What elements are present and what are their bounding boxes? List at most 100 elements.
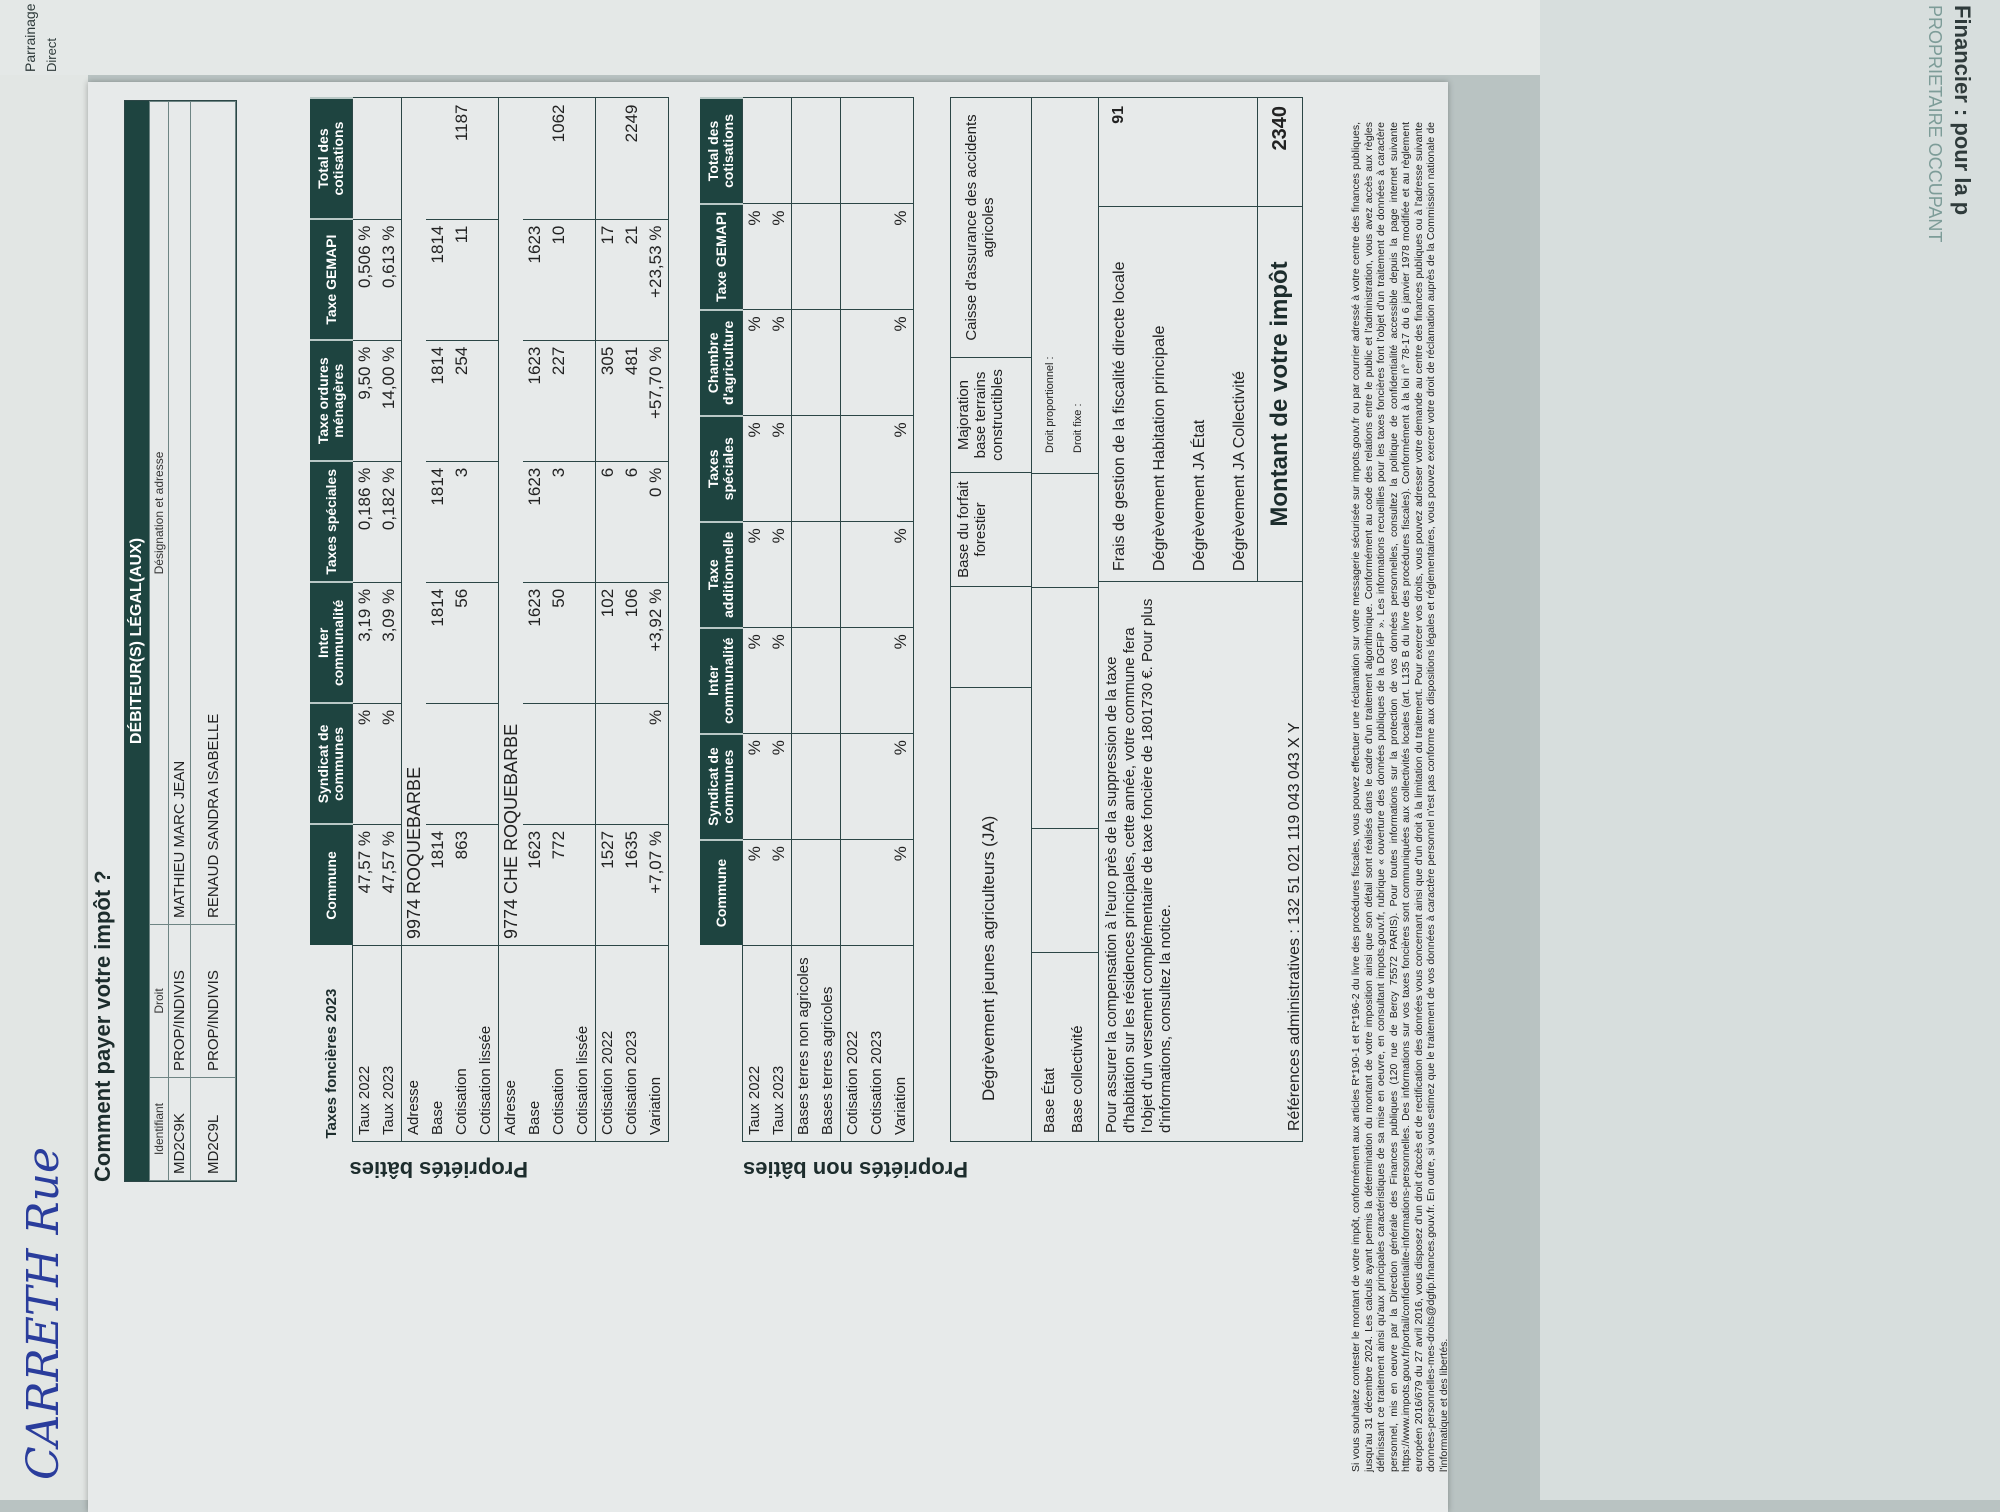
table-cell: % [767,839,792,946]
droit-proportionnel-label: Droit proportionnel : [1044,356,1056,453]
base-labels-cell: Base État Base collectivité [1031,952,1099,1142]
address-value: 9774 CHE ROQUEBARBE [498,98,523,946]
row-label: Taux 2022 [742,945,767,1142]
table-cell [840,415,865,522]
address-value: 9974 ROQUEBARBE [401,98,426,946]
table-cell: +23,53 % [644,219,669,341]
table-cell: % [889,415,914,522]
table-cell [865,733,889,840]
table-cell [791,309,816,416]
table-cell: 1814 [426,219,450,341]
table-cell [816,521,841,628]
table-cell [816,415,841,522]
row-label: Bases terres agricoles [816,945,841,1142]
table-cell [571,219,596,341]
column-header: Chambre d'agriculture [700,309,743,416]
page-title: Comment payer votre impôt ? [90,870,115,1182]
caption: Taxes foncières 2023 [322,988,340,1139]
table-header-row: Commune Syndicat de communes Inter communa… [700,98,743,1142]
column-header: Commune [310,824,353,946]
table-cell [377,98,402,220]
table-cell: 50 [547,582,571,704]
table-cell [865,309,889,416]
table-cell: % [889,627,914,734]
proprietes-baties-label: Propriétés bâties [349,1157,528,1182]
table-cell: % [742,415,767,522]
majoration-cell: Majoration base terrains constructibles [950,357,1032,473]
table-cell [816,733,841,840]
column-header: Taxe GEMAPI [310,219,353,341]
table-row: Variation +7,07 %% +3,92 % 0 % +57,70 % +23,5… [644,98,669,1142]
table-cell: % [767,627,792,734]
table-row: Cotisation lissée [571,98,596,1142]
table-cell: 1623 [523,582,547,704]
table-cell [865,203,889,310]
table-row: Taux 2022%%%%%%% [742,98,767,1142]
row-label: Cotisation 2022 [595,945,620,1142]
table-cell: % [889,839,914,946]
summary-label: Dégrèvement JA Collectivité [1230,370,1248,571]
tax-notice-page: Comment payer votre impôt ? DÉBITEUR(S) … [88,82,1450,1512]
table-cell: % [644,703,669,825]
table-row: Cotisation 863 56 3 254 11 1187 [450,98,474,1142]
column-header: Inter communalité [700,627,743,734]
designation: MATHIEU MARC JEAN [168,101,191,925]
col-designation: Désignation et adresse [149,101,169,925]
table-row: Cotisation 772 50 3 227 10 1062 [547,98,571,1142]
table-cell [791,203,816,310]
table-cell [840,839,865,946]
table-cell [889,98,914,204]
table-cell: 2249 [620,98,644,220]
table-row: Taux 2022 47,57 %% 3,19 % 0,186 % 9,50 % 0,50… [352,98,377,1142]
forfait-label: Base du forfait forestier [955,481,989,578]
table-cell [840,627,865,734]
table-cell [840,521,865,628]
table-cell [791,521,816,628]
table-row: Cotisation lissée [474,98,499,1142]
parrainage-checkbox-label: Parrainage [22,3,38,73]
table-cell [474,703,499,825]
summary-label: Dégrèvement JA État [1190,419,1208,571]
table-cell [523,98,547,220]
row-label: Adresse [401,945,426,1142]
table-cell: 17 [595,219,620,341]
base-value-cell [1031,828,1099,953]
table-cell: 1623 [523,824,547,946]
table-cell: 0,182 % [377,461,402,583]
column-header: Taxes spéciales [700,415,743,522]
table-cell [816,627,841,734]
table-cell: 1814 [426,824,450,946]
caption [700,946,743,1142]
table-cell [474,461,499,583]
droit-fixe-label: Droit fixe : [1072,403,1084,453]
table-cell: % [767,521,792,628]
identifiant: MD2C9L [190,1077,236,1181]
table-cell: +57,70 % [644,340,669,462]
summary-box: Frais de gestion de la fiscalité directe… [1098,97,1303,582]
table-cell [571,461,596,583]
debiteurs-table: DÉBITEUR(S) LÉGAL(AUX) Identifiant Droit… [124,100,237,1182]
table-row: Cotisation 2022 1527 102 6 305 17 [595,98,620,1142]
legal-footer-text: Si vous souhaitez contester le montant d… [1350,122,1450,1472]
col-identifiant: Identifiant [149,1077,169,1181]
handwritten-note: CARRETH Rue [18,1146,69,1480]
table-cell: 10 [547,219,571,341]
table-cell [840,203,865,310]
table-cell: % [889,733,914,840]
table-cell: 106 [620,582,644,704]
summary-value: 91 [1099,98,1139,207]
table-cell [571,703,596,825]
total-value: 2340 [1258,98,1302,207]
column-header: Total des cotisations [700,98,743,204]
table-cell [426,98,450,220]
table-cell: % [352,703,377,825]
base-etat-label: Base État [1041,1067,1058,1133]
table-cell: 254 [450,340,474,462]
table-cell: % [767,415,792,522]
summary-value [1179,98,1219,207]
row-label: Base [426,945,450,1142]
table-cell [450,703,474,825]
summary-row: Dégrèvement Habitation principale [1139,98,1179,581]
column-header: Total des cotisations [310,98,353,220]
table-row: Adresse 9974 ROQUEBARBE [401,98,426,1142]
